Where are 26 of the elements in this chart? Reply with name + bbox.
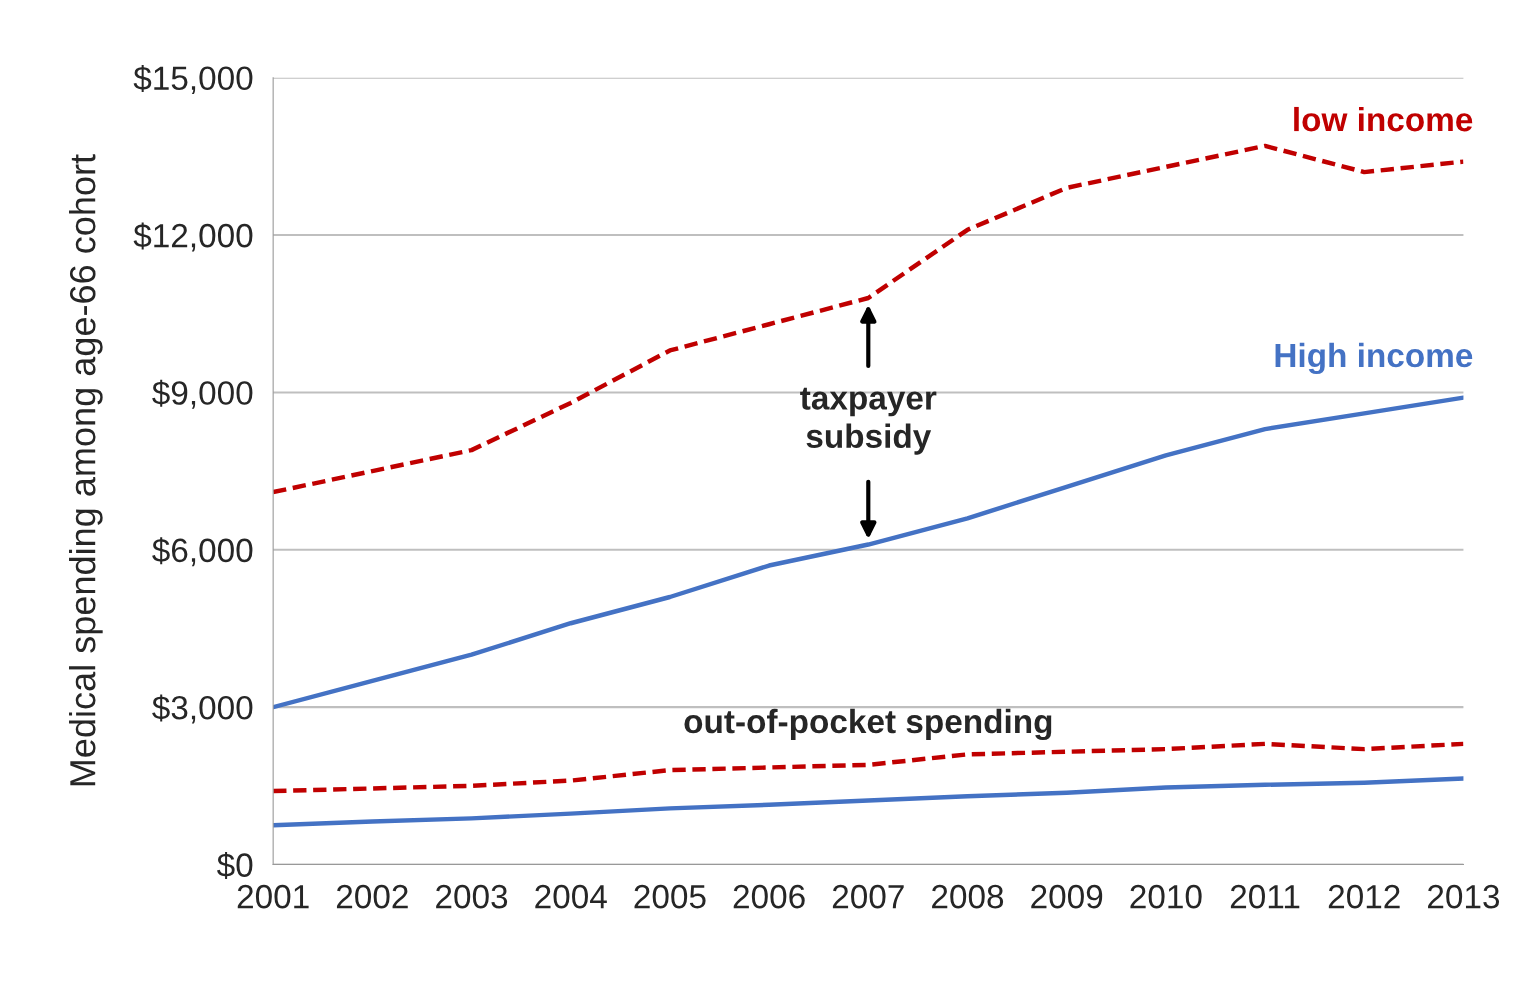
- x-tick-label: 2007: [832, 884, 904, 909]
- y-tick-label: $15,000: [133, 65, 253, 95]
- x-tick-label: 2005: [634, 884, 706, 909]
- line-series: [273, 741, 1464, 794]
- y-tick-label: $3,000: [152, 694, 253, 724]
- x-tick-label: 2012: [1328, 884, 1400, 909]
- line-series: [273, 776, 1464, 828]
- x-tick-label: 2001: [237, 884, 309, 909]
- y-tick-label: $12,000: [133, 222, 253, 252]
- x-tick-label: 2011: [1230, 884, 1300, 909]
- y-tick-label: $6,000: [152, 537, 253, 567]
- series-label: High income: [1275, 342, 1473, 375]
- x-tick-label: 2003: [436, 884, 508, 909]
- y-tick-label: $0: [217, 851, 253, 879]
- x-tick-label: 2010: [1130, 884, 1202, 909]
- annotation: out-of-pocket spending: [684, 708, 1052, 741]
- y-tick-label: $9,000: [152, 379, 253, 409]
- x-tick-label: 2004: [535, 884, 607, 909]
- x-tick-label: 2006: [733, 884, 805, 909]
- series-label: low income: [1294, 106, 1473, 132]
- x-tick-label: 2013: [1428, 884, 1500, 909]
- x-tick-label: 2009: [1031, 884, 1103, 909]
- x-tick-label: 2002: [336, 884, 408, 909]
- y-axis-title: Medical spending among age-66 cohort: [69, 154, 103, 786]
- annotation: taxpayer subsidy: [800, 387, 937, 455]
- x-tick-label: 2008: [932, 884, 1004, 909]
